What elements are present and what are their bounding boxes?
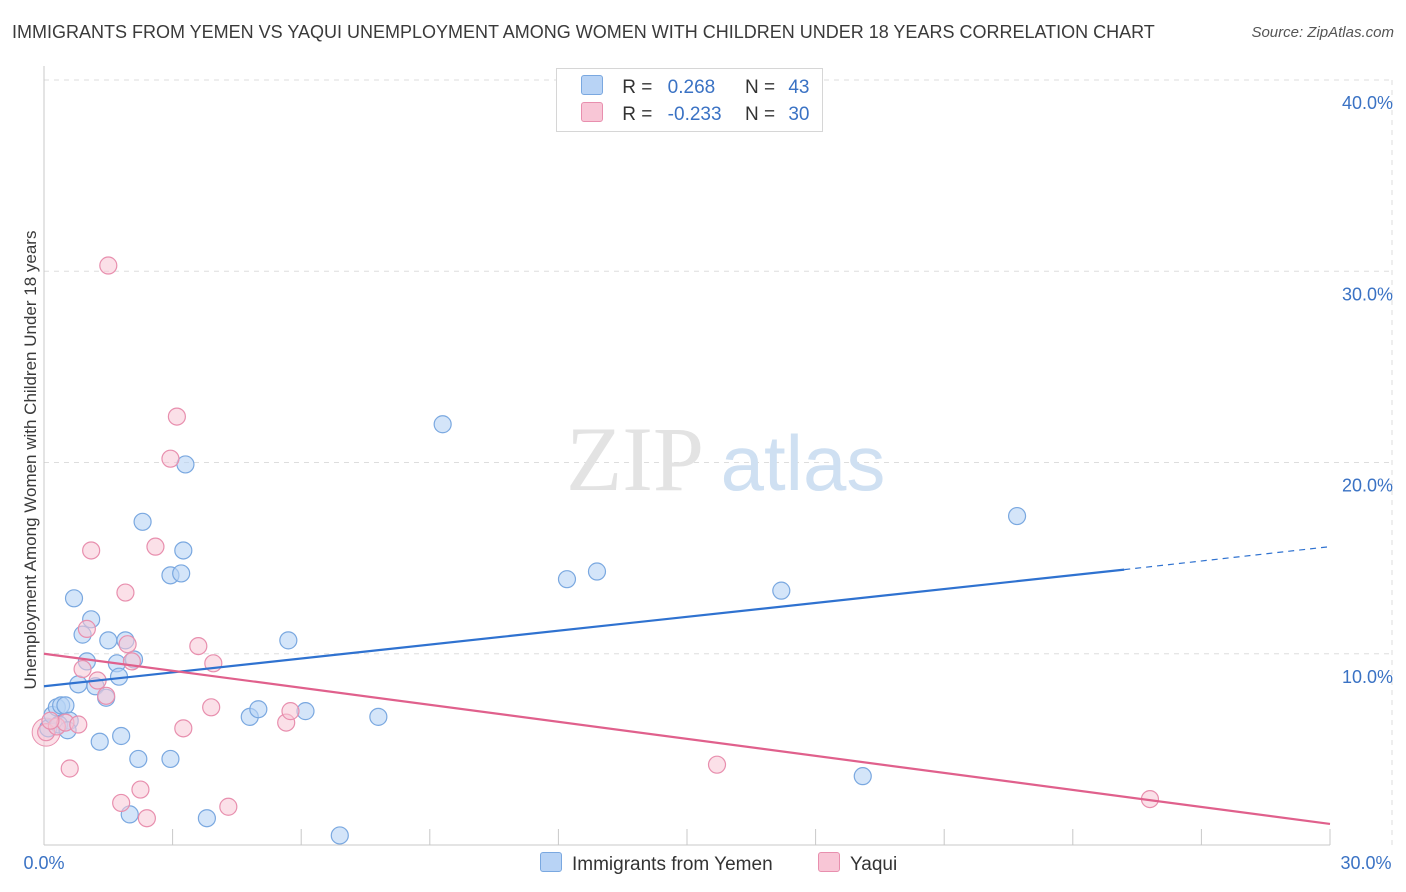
trend-line-yaqui [43, 652, 1331, 826]
yaqui-swatch [818, 852, 840, 872]
data-point-yemen [197, 809, 216, 828]
gridlines [44, 79, 1393, 845]
chart-source: Source: ZipAtlas.com [1251, 24, 1394, 41]
y-axis-label: Unemployment Among Women with Children U… [21, 230, 40, 690]
correlation-legend: R = 0.268 N = 43 R = -0.233 N = 30 [556, 68, 823, 132]
legend-row-yaqui: R = -0.233 N = 30 [581, 102, 809, 126]
x-tick-label: 30.0% [1340, 853, 1391, 873]
data-point-yaqui [77, 619, 96, 638]
data-point-yaqui [131, 780, 150, 799]
y-tick-label: 10.0% [1342, 667, 1393, 687]
y-tick-label: 30.0% [1342, 284, 1393, 304]
legend-n-value: 30 [788, 104, 810, 125]
data-point-yaqui [189, 636, 208, 656]
data-point-yaqui [99, 256, 118, 275]
data-point-yemen [69, 675, 88, 694]
trend-line-yemen-extension [1124, 546, 1331, 571]
data-point-yemen [112, 726, 131, 746]
trend-line-yemen [43, 568, 1125, 688]
data-point-yemen [330, 826, 349, 845]
data-points [31, 256, 1160, 845]
chart-title: IMMIGRANTS FROM YEMEN VS YAQUI UNEMPLOYM… [12, 22, 1155, 42]
data-point-yaqui [137, 809, 156, 828]
bottom-legend-label-yaqui: Yaqui [850, 854, 898, 875]
data-point-yaqui [82, 541, 101, 560]
data-point-yaqui [146, 537, 165, 556]
data-point-yaqui [174, 719, 193, 738]
data-point-yemen [249, 700, 268, 719]
y-axis-label-wrap: Unemployment Among Women with Children U… [16, 190, 46, 730]
bottom-legend-label-yemen: Immigrants from Yemen [572, 854, 773, 875]
data-point-yaqui [69, 715, 88, 734]
trend-lines [43, 546, 1331, 826]
legend-n-label: N = [744, 77, 776, 98]
data-point-yaqui [116, 583, 135, 602]
data-point-yaqui [97, 686, 116, 705]
data-point-yaqui [118, 635, 137, 654]
data-point-yemen [279, 631, 298, 650]
data-point-yaqui [219, 797, 238, 816]
data-point-yemen [64, 589, 84, 608]
data-point-yaqui [112, 793, 131, 813]
data-point-yemen [99, 631, 118, 650]
data-point-yemen [557, 570, 577, 589]
data-point-yemen [1007, 506, 1027, 526]
data-point-yemen [587, 562, 607, 581]
legend-n-label: N = [744, 104, 776, 125]
data-point-yaqui [41, 711, 60, 730]
data-point-yaqui [707, 755, 727, 774]
yaqui-swatch [581, 102, 603, 122]
data-point-yemen [56, 696, 75, 715]
legend-n-value: 43 [788, 77, 810, 98]
data-point-yemen [853, 767, 872, 786]
bottom-legend-yemen: Immigrants from Yemen [540, 852, 773, 876]
legend-r-value: -0.233 [667, 104, 722, 125]
data-point-yemen [433, 415, 452, 434]
watermark-zip: ZIP [566, 408, 704, 510]
data-point-yaqui [73, 659, 92, 679]
data-point-yemen [129, 749, 148, 769]
data-point-yemen [772, 581, 791, 600]
bottom-legend-yaqui: Yaqui [818, 852, 897, 876]
data-point-yemen [90, 732, 109, 751]
data-point-yemen [369, 707, 388, 726]
data-point-yaqui [202, 698, 221, 717]
yemen-swatch [540, 852, 562, 872]
legend-r-label: R = [622, 104, 653, 125]
legend-row-yemen: R = 0.268 N = 43 [581, 75, 809, 99]
legend-r-label: R = [622, 77, 653, 98]
data-point-yaqui [122, 652, 141, 671]
data-point-yaqui [281, 702, 300, 721]
legend-r-value: 0.268 [667, 77, 716, 98]
data-point-yemen [174, 541, 193, 560]
yemen-swatch [581, 75, 603, 95]
watermark: ZIP atlas [566, 408, 885, 510]
data-point-yemen [172, 564, 191, 583]
y-tick-label: 20.0% [1342, 476, 1393, 496]
watermark-atlas: atlas [721, 419, 886, 507]
data-point-yaqui [167, 407, 186, 426]
y-tick-label: 40.0% [1342, 93, 1393, 113]
tick-labels: 10.0% 20.0% 30.0% 40.0% 0.0% 30.0% [23, 93, 1393, 873]
data-point-yaqui [60, 759, 79, 778]
data-point-yaqui [161, 449, 180, 468]
x-tick-label: 0.0% [23, 853, 64, 873]
data-point-yemen [161, 749, 180, 769]
data-point-yemen [133, 512, 152, 531]
